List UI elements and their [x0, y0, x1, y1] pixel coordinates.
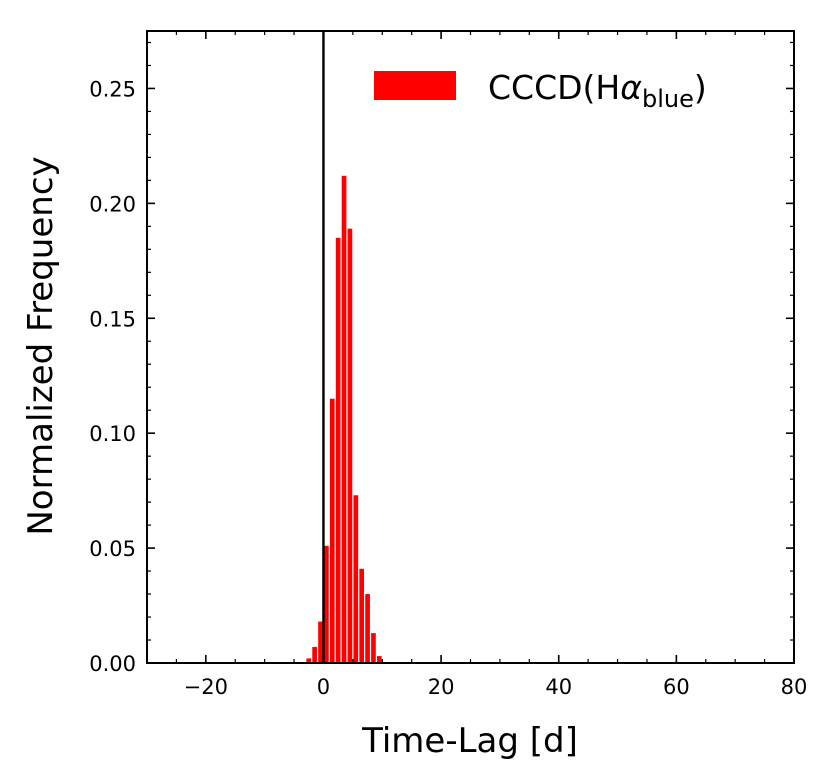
- histogram-bar: [376, 656, 382, 663]
- legend-main: CCCD(H: [488, 68, 620, 107]
- x-tick-labels: −20 0 20 40 60 80: [184, 675, 808, 699]
- histogram-bar: [359, 568, 365, 663]
- legend: CCCD(Hαblue): [374, 68, 707, 113]
- y-tick-label: 0.25: [89, 77, 136, 101]
- histogram-bar: [341, 175, 347, 663]
- histogram-bar: [318, 621, 323, 663]
- y-tick-label: 0.00: [89, 652, 136, 676]
- y-tick-label: 0.20: [89, 192, 136, 216]
- x-tick-label: −20: [184, 675, 228, 699]
- plot-frame: [146, 30, 795, 664]
- legend-swatch: [374, 71, 456, 100]
- y-tick-label: 0.10: [89, 422, 136, 446]
- histogram-bar: [329, 398, 335, 663]
- histogram-bar: [365, 594, 370, 663]
- histogram-bar: [347, 228, 353, 664]
- histogram-bar: [312, 646, 317, 663]
- legend-subscript: blue: [642, 85, 694, 113]
- histogram-bars: [306, 175, 382, 664]
- x-tick-label: 20: [428, 675, 455, 699]
- y-tick-labels: 0.00 0.05 0.10 0.15 0.20 0.25: [89, 77, 136, 676]
- x-tick-label: 60: [663, 675, 690, 699]
- y-tick-label: 0.15: [89, 307, 136, 331]
- histogram-bar: [353, 495, 359, 663]
- x-tick-label: 0: [317, 675, 330, 699]
- histogram-bar: [371, 633, 376, 663]
- histogram-bar: [324, 545, 329, 663]
- x-tick-label: 80: [781, 675, 808, 699]
- histogram-bar: [306, 658, 312, 663]
- y-tick-label: 0.05: [89, 537, 136, 561]
- axis-ticks: [146, 31, 795, 664]
- x-axis-label: Time-Lag [d]: [361, 721, 578, 761]
- legend-label: CCCD(Hαblue): [488, 68, 707, 113]
- legend-alpha: α: [620, 68, 642, 107]
- legend-close: ): [694, 68, 707, 107]
- y-axis-label: Normalized Frequency: [21, 156, 61, 535]
- histogram-bar: [335, 237, 341, 663]
- x-tick-label: 40: [545, 675, 572, 699]
